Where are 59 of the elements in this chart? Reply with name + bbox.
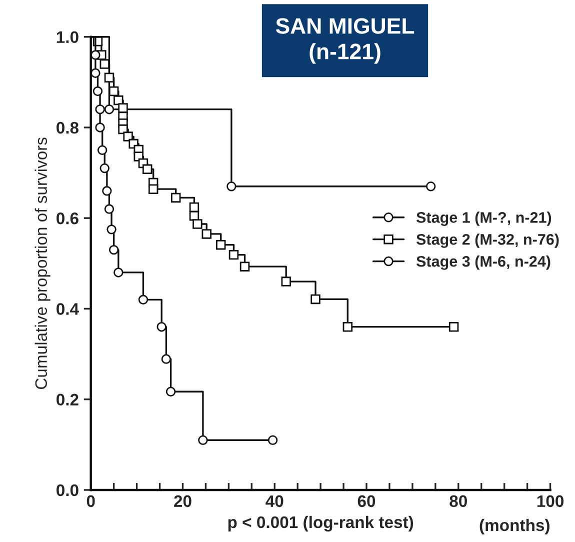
point [114, 268, 124, 278]
point [90, 50, 100, 60]
point [148, 184, 158, 194]
point [161, 354, 172, 364]
x-tick-label: 0 [86, 495, 95, 508]
point [90, 68, 100, 78]
x-tick-label: 20 [174, 495, 192, 508]
point [100, 59, 110, 69]
y-axis-title: Cumulative proportion of survivors [34, 138, 50, 389]
point [281, 276, 291, 286]
point [108, 244, 119, 255]
point [310, 294, 320, 304]
point [104, 104, 114, 114]
x-tick-label: 100 [537, 495, 564, 508]
y-tick-label: 0.2 [56, 394, 78, 406]
point [106, 224, 116, 234]
chart-title: SAN MIGUEL [276, 18, 414, 34]
point [142, 164, 152, 174]
legend-label: Stage 1 (M-?, n-21) [416, 212, 552, 226]
chart-subtitle: (n-121) [310, 43, 380, 64]
x-tick-label: 80 [450, 495, 467, 508]
y-tick-label: 0.4 [56, 303, 79, 315]
point [226, 182, 236, 192]
y-tick-label: 0.8 [56, 122, 79, 134]
x-tick-label: 40 [266, 495, 284, 508]
point [100, 163, 110, 174]
point [228, 250, 239, 260]
text: (months) [480, 518, 550, 534]
point [104, 204, 114, 214]
point [92, 86, 103, 96]
point [95, 104, 105, 114]
point [448, 322, 459, 332]
point [123, 132, 133, 142]
point [118, 103, 128, 113]
point [95, 122, 105, 132]
point [166, 386, 176, 397]
point [97, 145, 108, 155]
y-tick-label: 0.6 [56, 212, 78, 224]
legend-label: Stage 2 (M-32, n-76) [416, 234, 559, 248]
x-tick-label: 60 [358, 495, 376, 508]
point [102, 186, 112, 196]
y-tick-label: 0.0 [56, 484, 78, 496]
y-tick-label: 1.0 [56, 31, 78, 44]
point [426, 182, 436, 192]
legend-label: Stage 3 (M-6, n-24) [416, 256, 550, 270]
point [342, 322, 353, 332]
point [114, 95, 124, 106]
point [138, 294, 148, 305]
point [216, 240, 226, 250]
point [156, 322, 166, 332]
point [192, 219, 202, 229]
point [108, 86, 119, 96]
point [202, 229, 212, 239]
point [198, 435, 208, 445]
point [240, 262, 250, 272]
x-axis-title: p < 0.001 (log-rank test) [228, 516, 414, 532]
point [170, 192, 181, 203]
point [104, 72, 114, 82]
point [268, 435, 278, 445]
